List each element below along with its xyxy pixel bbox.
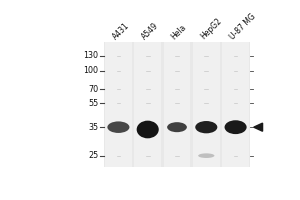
Polygon shape <box>254 123 262 131</box>
Bar <box>104 42 250 167</box>
Text: 100: 100 <box>83 66 98 75</box>
Ellipse shape <box>107 121 130 133</box>
Text: A431: A431 <box>111 21 131 41</box>
Ellipse shape <box>195 121 217 133</box>
Ellipse shape <box>224 120 247 134</box>
Bar <box>134 42 161 167</box>
Ellipse shape <box>137 121 159 138</box>
Text: 130: 130 <box>83 51 98 60</box>
Bar <box>105 42 132 167</box>
Text: U-87 MG: U-87 MG <box>228 11 258 41</box>
Text: 55: 55 <box>88 99 98 108</box>
Bar <box>222 42 249 167</box>
Text: Hela: Hela <box>169 22 188 41</box>
Text: 70: 70 <box>88 85 98 94</box>
Text: 35: 35 <box>88 123 98 132</box>
Text: HepG2: HepG2 <box>199 16 224 41</box>
Bar <box>193 42 220 167</box>
Text: A549: A549 <box>140 21 160 41</box>
Ellipse shape <box>198 153 214 158</box>
Ellipse shape <box>167 122 187 132</box>
Bar <box>164 42 190 167</box>
Text: 25: 25 <box>88 151 98 160</box>
